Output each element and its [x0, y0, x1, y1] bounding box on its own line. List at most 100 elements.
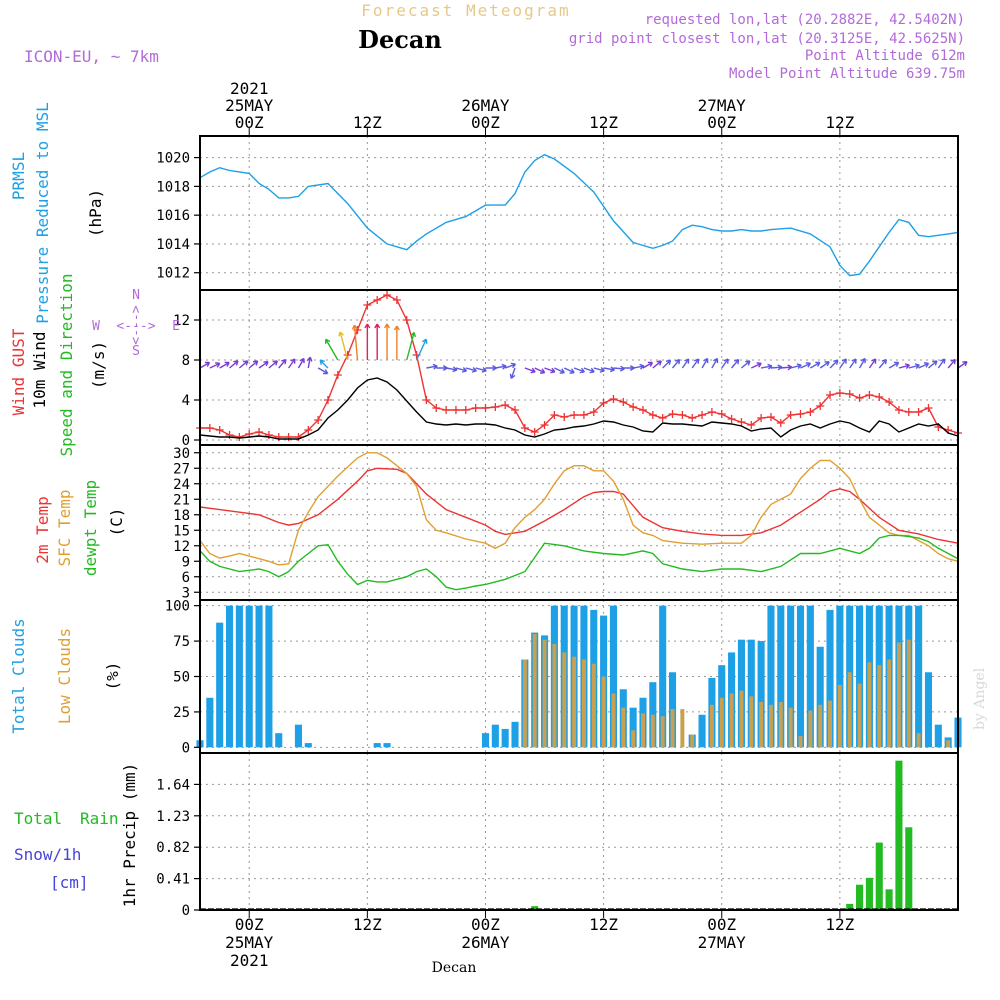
gust-marker — [323, 396, 332, 404]
low-cloud-bar — [739, 690, 744, 748]
wind-speed-line — [199, 377, 959, 440]
precip-cm-label: [cm] — [50, 873, 89, 892]
rain-bar — [531, 906, 539, 910]
total-cloud-bar — [787, 605, 795, 748]
low-cloud-bar — [591, 663, 596, 748]
wind-direction-arrow — [393, 325, 400, 360]
cloud-label: (%) — [103, 662, 122, 691]
gust-marker — [550, 411, 559, 419]
wind-direction-arrow — [238, 360, 249, 369]
gust-marker — [629, 403, 638, 411]
gust-marker — [648, 411, 657, 419]
total-cloud-bar — [698, 714, 706, 748]
bottom-time-label: 12Z — [825, 915, 854, 934]
gust-marker — [668, 410, 677, 418]
gust-marker — [914, 408, 923, 416]
gust-marker — [570, 411, 579, 419]
total-cloud-bar — [826, 609, 834, 748]
wind-direction-arrow — [384, 323, 391, 360]
wind-direction-arrow — [351, 324, 359, 361]
wind-direction-arrow — [445, 366, 458, 373]
y-tick-label: 0 — [182, 433, 190, 449]
compass-w: W — [92, 319, 100, 334]
wind-direction-arrow — [858, 357, 866, 369]
y-tick-label: 24 — [173, 477, 190, 493]
gust-marker — [806, 408, 815, 416]
total-cloud-bar — [383, 743, 391, 748]
wind-direction-arrow — [248, 360, 259, 369]
wind-direction-arrow — [554, 367, 565, 374]
low-cloud-bar — [857, 683, 862, 748]
panel-frame — [199, 135, 959, 291]
wind-direction-arrow — [297, 357, 305, 369]
gust-marker — [383, 291, 392, 299]
gust-marker — [904, 408, 913, 416]
wind-direction-arrow — [809, 361, 821, 369]
total-cloud-bar — [757, 641, 765, 748]
wind-direction-arrow — [278, 358, 287, 369]
total-cloud-bar — [265, 605, 273, 748]
low-cloud-bar — [552, 643, 557, 748]
low-cloud-bar — [867, 662, 872, 748]
gust-marker — [511, 406, 520, 414]
model-altitude: Model Point Altitude 639.75m — [729, 66, 965, 82]
wind-direction-arrow — [691, 358, 700, 369]
gust-marker — [314, 416, 323, 424]
gust-marker — [235, 433, 244, 441]
y-tick-label: 15 — [173, 523, 190, 539]
gust-marker — [520, 424, 529, 432]
low-cloud-bar — [641, 713, 645, 748]
gust-marker — [599, 399, 608, 407]
low-cloud-bar — [906, 639, 911, 748]
wind-direction-arrow — [868, 358, 877, 369]
total-cloud-bar — [275, 733, 283, 748]
total-cloud-bar — [235, 605, 243, 748]
wind-direction-arrow — [306, 356, 313, 369]
wind-direction-arrow — [839, 358, 847, 369]
wind-label: (m/s) — [89, 341, 108, 389]
total-cloud-bar — [216, 622, 224, 748]
low-cloud-bar — [847, 672, 852, 748]
y-tick-label: 50 — [173, 670, 190, 686]
bottom-time-label: 00Z — [471, 915, 500, 934]
gust-marker — [698, 411, 707, 419]
low-cloud-bar — [670, 709, 675, 748]
gust-marker — [786, 411, 795, 419]
precip-rain-label: Rain — [80, 809, 119, 828]
wind-direction-arrow — [524, 367, 536, 374]
rain-bar — [846, 903, 854, 910]
wind-direction-arrow — [338, 331, 349, 361]
total-cloud-bar — [924, 672, 933, 748]
wind-direction-arrow — [928, 360, 938, 369]
gust-marker — [875, 393, 884, 401]
low-cloud-bar — [601, 676, 606, 748]
low-cloud-bar — [719, 697, 724, 748]
panel-frame — [199, 752, 959, 911]
temp-label: SFC Temp — [55, 489, 74, 566]
low-cloud-bar — [946, 740, 951, 748]
wind-direction-arrow — [681, 358, 690, 369]
compass-e: E — [172, 319, 180, 334]
gust-marker — [619, 398, 628, 406]
wind-direction-arrow — [918, 362, 930, 369]
total-cloud-bar — [836, 605, 844, 748]
gust-marker — [717, 410, 726, 418]
gust-marker — [471, 404, 480, 412]
bottom-time-label: 00Z — [707, 915, 736, 934]
cloud-label: Low Clouds — [55, 628, 74, 724]
rain-bar — [875, 842, 883, 910]
total-cloud-bar — [609, 605, 617, 748]
wind-direction-arrow — [770, 364, 783, 371]
low-cloud-bar — [798, 736, 803, 748]
point-altitude: Point Altitude 612m — [805, 48, 965, 64]
y-tick-label: 1.23 — [156, 809, 190, 825]
pressure-label: (hPa) — [86, 189, 105, 237]
rain-bar — [885, 889, 893, 910]
low-cloud-bar — [572, 656, 577, 748]
wind-direction-arrow — [325, 338, 339, 361]
low-cloud-bar — [729, 693, 734, 748]
top-time-label: 27MAY — [698, 96, 747, 115]
bottom-time-label: 26MAY — [461, 933, 510, 952]
wind-direction-arrow — [495, 363, 507, 370]
y-tick-label: 21 — [173, 492, 190, 508]
